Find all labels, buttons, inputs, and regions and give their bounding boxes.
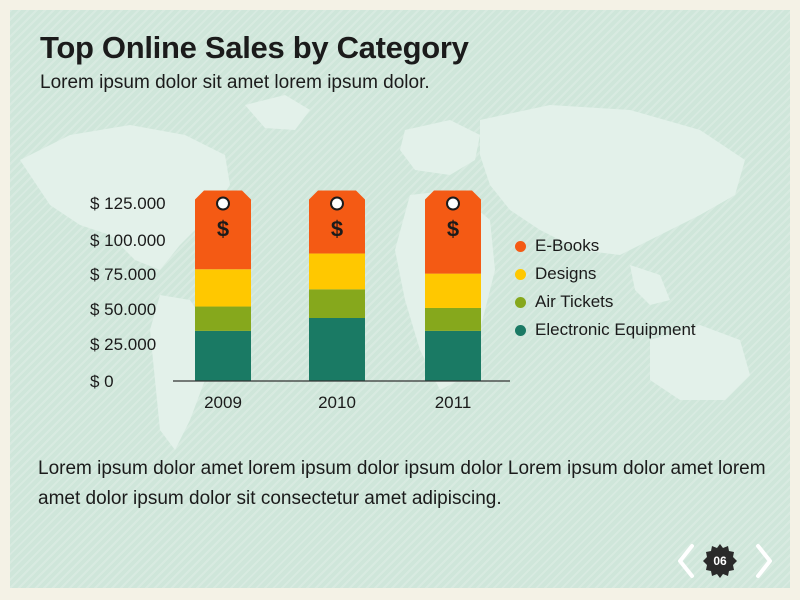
bar-segment: [309, 190, 365, 254]
legend-swatch: [515, 240, 526, 252]
x-tick-label: 2011: [435, 393, 472, 412]
y-tick-label: $ 100.000: [90, 231, 166, 250]
legend-item: Air Tickets: [515, 288, 696, 316]
y-tick-label: $ 25.000: [90, 335, 156, 354]
bar-segment: [195, 269, 251, 307]
chart-legend: E-Books Designs Air Tickets Electronic Equi…: [515, 232, 696, 344]
tag-hole-icon: [446, 196, 460, 211]
next-slide-button[interactable]: [752, 543, 776, 579]
chevron-left-icon: [678, 544, 694, 578]
slide-subtitle: Lorem ipsum dolor sit amet lorem ipsum d…: [40, 72, 430, 93]
bar-segment: [425, 307, 481, 331]
legend-label: E-Books: [535, 236, 600, 255]
body-paragraph: Lorem ipsum dolor amet lorem ipsum dolor…: [38, 458, 766, 509]
stacked-bar-chart: $ 0 $ 25.000 $ 50.000 $ 75.000 $ 100.000 $ 12…: [90, 190, 510, 412]
legend-label: Air Tickets: [535, 292, 614, 311]
slide-title: Top Online Sales by Category: [40, 30, 469, 65]
y-tick-label: $ 75.000: [90, 265, 156, 284]
starburst-badge-icon: [703, 544, 737, 578]
dollar-sign-icon: $: [447, 217, 459, 242]
legend-label: Designs: [535, 264, 597, 283]
tag-hole-icon: [216, 196, 230, 211]
bar-segment: [309, 253, 365, 290]
legend-label: Electronic Equipment: [535, 320, 696, 339]
legend-item: Electronic Equipment: [515, 316, 696, 344]
slide: Top Online Sales by Category Lorem ipsum…: [10, 10, 790, 588]
bar-segment: [195, 306, 251, 331]
legend-swatch: [515, 296, 526, 308]
bar-segment: [425, 330, 481, 381]
chevron-right-icon: [756, 544, 772, 578]
legend-swatch: [515, 268, 526, 280]
page-number-badge: [703, 544, 737, 578]
bar-segment: [425, 190, 481, 274]
y-tick-label: $ 0: [90, 372, 114, 391]
page-number: 06: [713, 554, 727, 568]
bar-segment: [309, 289, 365, 318]
bar-segment: [425, 273, 481, 308]
dollar-sign-icon: $: [217, 217, 229, 242]
x-tick-label: 2009: [204, 393, 242, 412]
dollar-sign-icon: $: [331, 217, 343, 242]
legend-swatch: [515, 324, 526, 336]
y-tick-label: $ 50.000: [90, 300, 156, 319]
previous-slide-button[interactable]: [674, 543, 698, 579]
legend-item: E-Books: [515, 232, 696, 260]
legend-item: Designs: [515, 260, 696, 288]
bar-segment: [195, 190, 251, 270]
y-tick-label: $ 125.000: [90, 194, 166, 213]
bar-segment: [195, 330, 251, 381]
bar-segment: [309, 317, 365, 381]
tag-hole-icon: [330, 196, 344, 211]
x-tick-label: 2010: [318, 393, 356, 412]
